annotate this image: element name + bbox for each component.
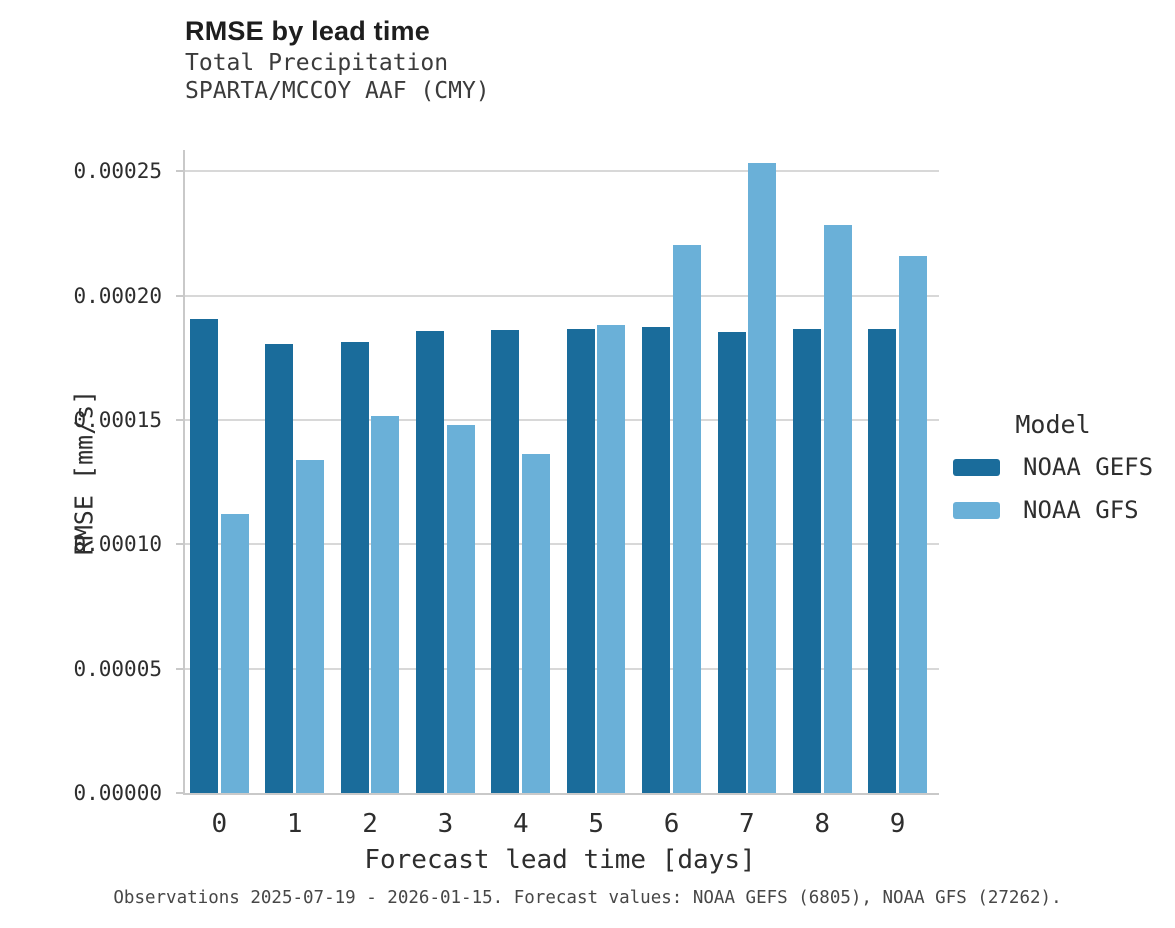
- bar-noaa-gfs-day-9: [898, 255, 927, 793]
- legend-entry: NOAA GEFS: [953, 453, 1163, 481]
- bar-noaa-gefs-day-8: [792, 328, 821, 793]
- y-tick-mark: [176, 170, 183, 173]
- legend-swatch-noaa-gfs: [953, 501, 1000, 519]
- bar-noaa-gefs-day-9: [868, 328, 897, 793]
- bar-noaa-gefs-day-5: [566, 328, 595, 793]
- legend-entry: NOAA GFS: [953, 496, 1163, 524]
- bar-noaa-gefs-day-3: [416, 330, 445, 793]
- x-tick-label: 0: [211, 809, 228, 839]
- bar-noaa-gefs-day-2: [340, 341, 369, 793]
- y-axis-title: RMSE [mm/s]: [69, 389, 99, 556]
- bar-noaa-gfs-day-5: [597, 325, 626, 793]
- legend-swatch-noaa-gefs: [953, 458, 1000, 476]
- y-tick-label: 0.00000: [73, 781, 162, 805]
- x-axis-title: Forecast lead time [days]: [364, 845, 756, 875]
- y-tick-mark: [176, 418, 183, 421]
- x-tick-label: 8: [814, 809, 831, 839]
- bar-noaa-gefs-day-1: [265, 344, 294, 793]
- legend-label: NOAA GFS: [1023, 496, 1139, 524]
- x-tick-label: 7: [739, 809, 755, 839]
- bar-noaa-gefs-day-6: [642, 326, 671, 793]
- legend-label: NOAA GEFS: [1023, 453, 1154, 481]
- gridline: [185, 418, 939, 421]
- y-tick-label: 0.00020: [73, 283, 162, 308]
- bar-noaa-gfs-day-2: [371, 416, 400, 793]
- bar-noaa-gfs-day-7: [748, 163, 777, 793]
- bar-noaa-gfs-day-4: [522, 453, 551, 793]
- chart-subtitle-line1: Total Precipitation: [185, 50, 449, 76]
- chart-title: RMSE by lead time: [185, 16, 430, 46]
- bar-noaa-gefs-day-4: [491, 329, 520, 793]
- x-tick-label: 2: [362, 809, 378, 839]
- x-tick-label: 9: [889, 809, 906, 839]
- bar-noaa-gfs-day-1: [295, 460, 324, 793]
- x-tick-label: 5: [588, 809, 604, 839]
- legend: Model NOAA GEFS NOAA GFS: [953, 410, 1163, 539]
- bar-noaa-gfs-day-6: [672, 245, 701, 793]
- legend-title: Model: [1015, 410, 1091, 439]
- chart-subtitle-line2: SPARTA/MCCOY AAF (CMY): [185, 78, 490, 104]
- bar-noaa-gfs-day-3: [446, 425, 475, 793]
- x-tick-label: 3: [437, 809, 454, 839]
- gridline: [185, 170, 939, 173]
- x-tick-label: 4: [512, 809, 529, 839]
- x-tick-label: 6: [663, 809, 680, 839]
- y-tick-mark: [176, 294, 183, 297]
- gridline: [185, 294, 939, 297]
- y-tick-label: 0.00025: [73, 159, 162, 184]
- gridline: [185, 667, 939, 670]
- bar-noaa-gefs-day-7: [717, 332, 746, 793]
- y-tick-label: 0.00015: [73, 407, 162, 432]
- bar-noaa-gfs-day-0: [220, 513, 249, 793]
- bar-noaa-gfs-day-8: [823, 225, 852, 793]
- y-tick-label: 0.00005: [73, 656, 162, 681]
- gridline: [185, 543, 939, 546]
- plot-area: [176, 150, 939, 795]
- bar-noaa-gefs-day-0: [190, 319, 218, 793]
- caption: Observations 2025-07-19 - 2026-01-15. Fo…: [113, 888, 1062, 908]
- y-tick-mark: [176, 543, 183, 546]
- y-tick-mark: [176, 667, 183, 670]
- y-tick-mark: [176, 792, 183, 794]
- x-tick-label: 1: [286, 809, 303, 839]
- y-tick-label: 0.00010: [73, 532, 162, 557]
